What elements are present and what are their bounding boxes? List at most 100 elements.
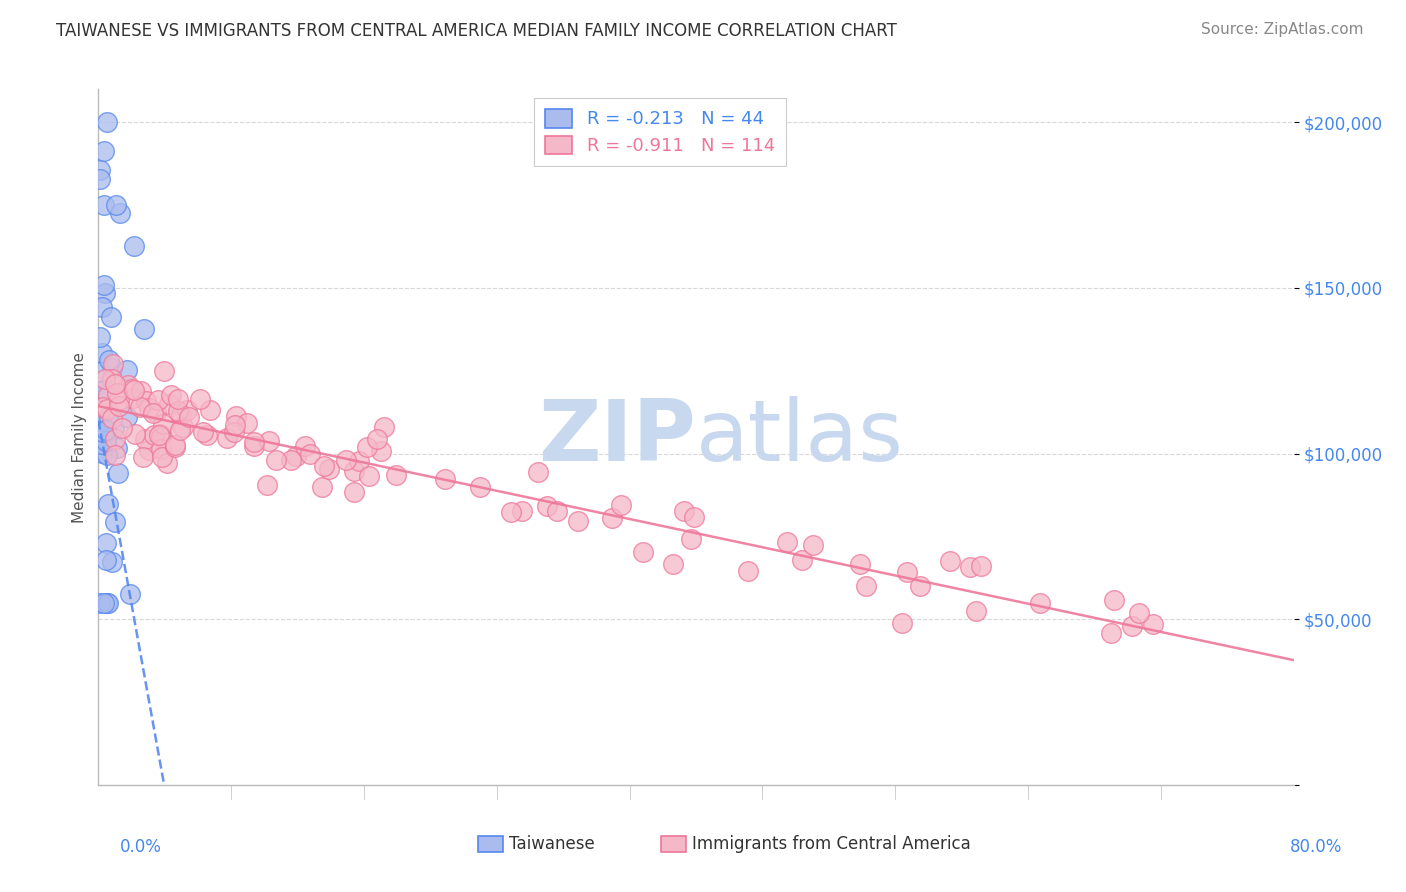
Point (163, 440, 186, 454)
Point (188, 392, 211, 407)
Point (122, 391, 145, 405)
Point (108, 206, 131, 220)
Point (157, 397, 180, 411)
Point (370, 443, 392, 458)
Point (108, 392, 131, 407)
Point (96, 553, 118, 567)
Point (501, 505, 523, 519)
Point (111, 421, 134, 435)
Point (143, 428, 166, 442)
Point (104, 198, 127, 212)
Point (91, 300, 114, 314)
Point (225, 409, 247, 423)
Point (96, 115, 118, 129)
Point (104, 377, 127, 392)
Legend: R = -0.213   N = 44, R = -0.911   N = 114: R = -0.213 N = 44, R = -0.911 N = 114 (534, 98, 786, 166)
Point (89, 366, 111, 380)
Point (939, 553, 962, 567)
Point (103, 357, 125, 371)
Point (97, 497, 120, 511)
Point (198, 403, 221, 417)
Point (280, 453, 302, 467)
Point (89, 162, 111, 177)
Point (737, 564, 759, 578)
Point (294, 439, 316, 453)
Point (96, 596, 118, 610)
Point (94, 372, 117, 386)
Point (97, 596, 120, 610)
Point (105, 441, 128, 455)
Point (681, 533, 703, 547)
Point (152, 417, 174, 432)
Point (97, 353, 120, 368)
Point (93, 198, 115, 212)
Point (120, 587, 142, 601)
Point (527, 465, 550, 479)
Point (149, 430, 172, 444)
Point (134, 432, 156, 446)
Point (122, 383, 145, 397)
Point (132, 321, 155, 335)
Point (790, 552, 813, 566)
Point (176, 403, 198, 417)
Point (217, 431, 239, 445)
Point (93, 596, 115, 610)
Point (89, 330, 111, 344)
Point (236, 416, 259, 430)
Point (149, 426, 172, 441)
Point (105, 386, 128, 401)
Point (536, 499, 558, 513)
Point (165, 438, 187, 452)
Point (104, 433, 127, 447)
Point (195, 428, 218, 442)
Text: atlas: atlas (696, 395, 904, 479)
Point (384, 467, 406, 482)
Point (256, 478, 278, 492)
Point (1029, 596, 1052, 610)
Point (100, 555, 122, 569)
Point (93, 278, 115, 293)
Point (243, 434, 266, 449)
Point (169, 423, 191, 437)
Point (96, 448, 118, 462)
Point (470, 480, 492, 494)
Point (89, 596, 111, 610)
Point (167, 392, 190, 406)
Text: TAIWANESE VS IMMIGRANTS FROM CENTRAL AMERICA MEDIAN FAMILY INCOME CORRELATION CH: TAIWANESE VS IMMIGRANTS FROM CENTRAL AME… (56, 22, 897, 40)
Point (1128, 606, 1150, 620)
Point (193, 425, 215, 439)
Text: Source: ZipAtlas.com: Source: ZipAtlas.com (1201, 22, 1364, 37)
Point (1121, 619, 1143, 633)
Point (357, 469, 380, 483)
Point (98, 409, 121, 424)
Point (510, 504, 533, 518)
Point (146, 393, 169, 408)
Text: 0.0%: 0.0% (120, 838, 162, 856)
Point (1142, 616, 1164, 631)
Point (94, 438, 117, 452)
Point (97, 388, 120, 402)
Point (970, 558, 993, 573)
Point (567, 514, 589, 528)
Point (335, 453, 357, 467)
Point (142, 406, 165, 420)
Point (776, 535, 799, 549)
Point (101, 361, 124, 376)
Point (318, 462, 340, 476)
Point (224, 418, 246, 433)
Point (908, 579, 931, 593)
Point (366, 432, 388, 446)
Point (170, 409, 193, 423)
Point (148, 427, 170, 442)
Point (1099, 625, 1122, 640)
Point (959, 560, 981, 574)
Text: 80.0%: 80.0% (1291, 838, 1343, 856)
Point (673, 504, 696, 518)
Text: Taiwanese: Taiwanese (509, 835, 595, 853)
Point (138, 442, 160, 457)
Point (312, 459, 335, 474)
Point (107, 399, 129, 413)
Point (661, 557, 683, 571)
Point (343, 464, 366, 478)
Point (124, 427, 146, 442)
